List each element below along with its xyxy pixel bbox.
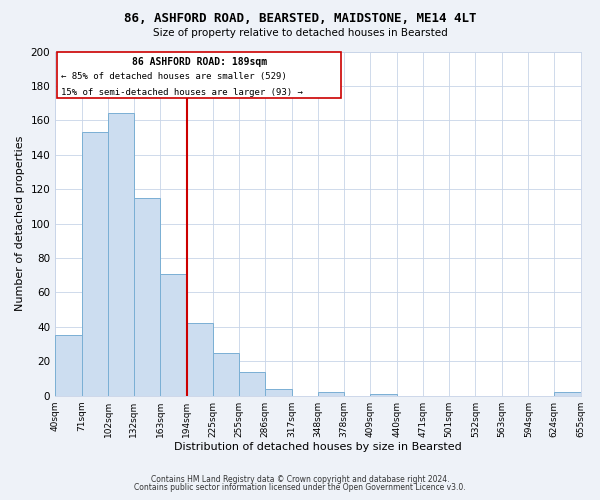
Bar [318, 392, 344, 396]
Bar [554, 392, 581, 396]
Text: 15% of semi-detached houses are larger (93) →: 15% of semi-detached houses are larger (… [61, 88, 303, 96]
Text: 86, ASHFORD ROAD, BEARSTED, MAIDSTONE, ME14 4LT: 86, ASHFORD ROAD, BEARSTED, MAIDSTONE, M… [124, 12, 476, 26]
Bar [370, 394, 397, 396]
FancyBboxPatch shape [57, 52, 341, 98]
Text: Size of property relative to detached houses in Bearsted: Size of property relative to detached ho… [152, 28, 448, 38]
Text: Contains HM Land Registry data © Crown copyright and database right 2024.: Contains HM Land Registry data © Crown c… [151, 475, 449, 484]
Y-axis label: Number of detached properties: Number of detached properties [15, 136, 25, 312]
Bar [213, 352, 239, 396]
Text: 86 ASHFORD ROAD: 189sqm: 86 ASHFORD ROAD: 189sqm [131, 56, 266, 66]
Bar [82, 132, 108, 396]
Bar [108, 114, 134, 396]
Bar [187, 324, 213, 396]
Bar [160, 274, 187, 396]
X-axis label: Distribution of detached houses by size in Bearsted: Distribution of detached houses by size … [174, 442, 462, 452]
Bar [55, 336, 82, 396]
Text: ← 85% of detached houses are smaller (529): ← 85% of detached houses are smaller (52… [61, 72, 287, 81]
Bar [239, 372, 265, 396]
Text: Contains public sector information licensed under the Open Government Licence v3: Contains public sector information licen… [134, 483, 466, 492]
Bar [265, 389, 292, 396]
Bar [134, 198, 160, 396]
